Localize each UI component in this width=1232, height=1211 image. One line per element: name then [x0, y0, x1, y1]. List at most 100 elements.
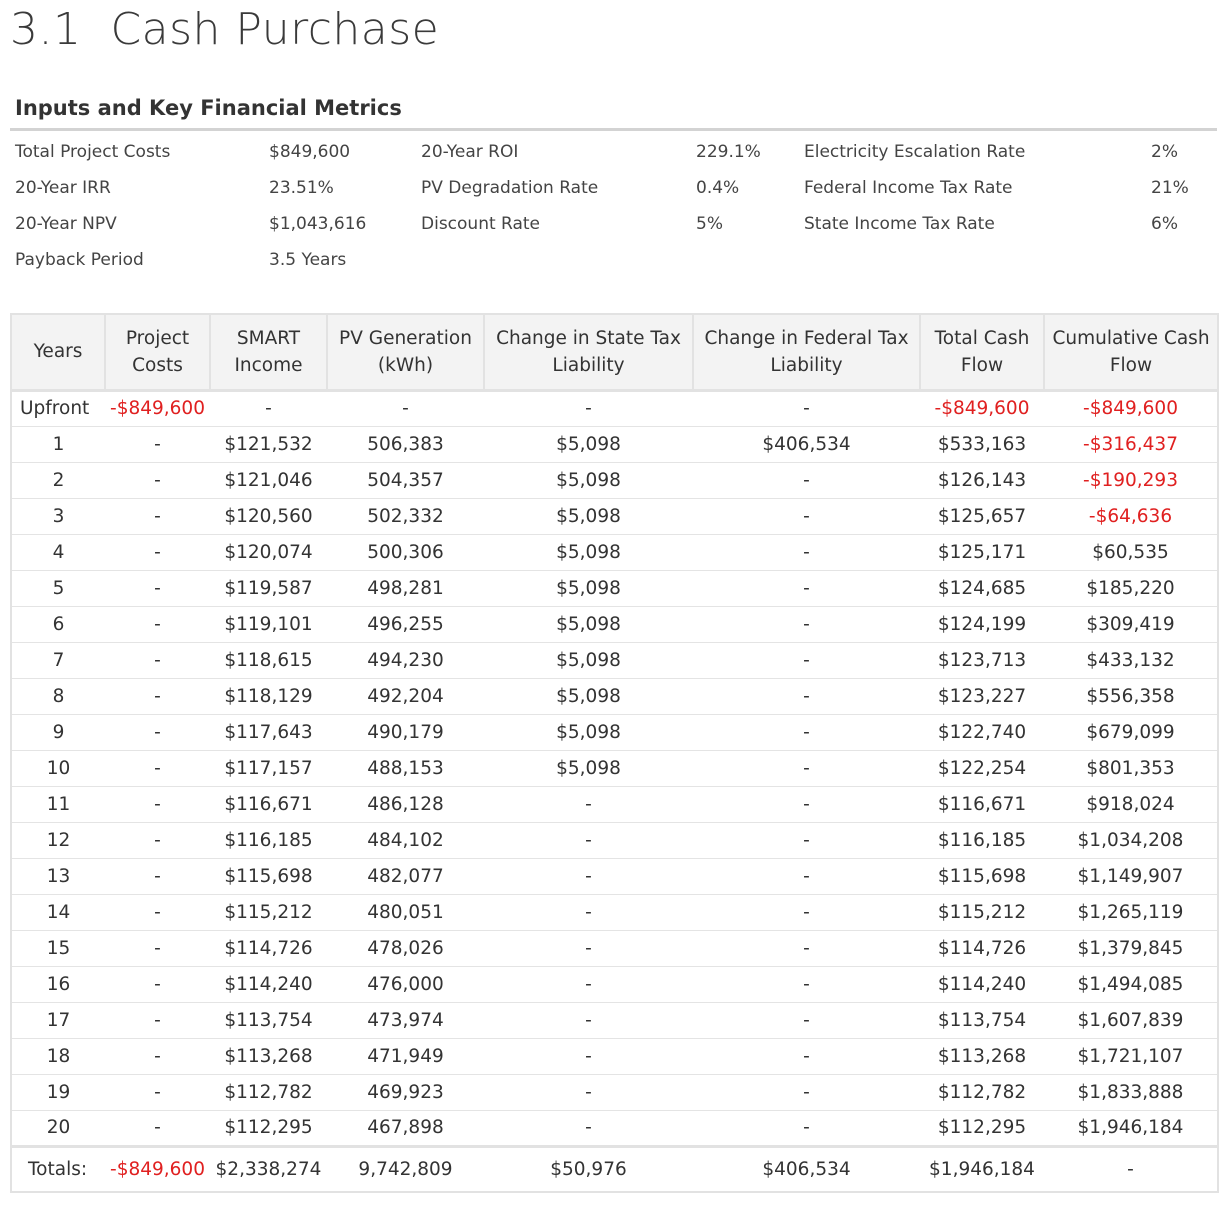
year-cell: 11 — [11, 786, 105, 823]
federal-tax-cell: - — [693, 534, 920, 571]
metric-label: 20-Year IRR — [15, 178, 111, 198]
project-costs-cell: - — [105, 822, 210, 859]
year-cell: 13 — [11, 858, 105, 895]
total-cash-flow-cell: $112,782 — [920, 1074, 1044, 1111]
smart-income-cell: $121,046 — [210, 462, 327, 499]
federal-tax-cell: - — [693, 786, 920, 823]
smart-income-cell: $115,212 — [210, 894, 327, 931]
total-cash-flow-cell: $122,254 — [920, 750, 1044, 787]
state-tax-cell: - — [484, 1038, 693, 1075]
table-row: 7- $118,615 494,230 $5,098- $123,713 $433,132 — [11, 642, 1218, 679]
federal-tax-cell: - — [693, 678, 920, 715]
project-costs-cell: - — [105, 714, 210, 751]
cumulative-cash-flow-cell: $918,024 — [1044, 786, 1218, 823]
table-row: 4- $120,074 500,306 $5,098- $125,171 $60,535 — [11, 534, 1218, 571]
federal-tax-cell: - — [693, 462, 920, 499]
total-cash-flow-cell: $114,726 — [920, 930, 1044, 967]
state-tax-cell: $5,098 — [484, 714, 693, 751]
header-cumulative-cash-flow: Cumulative Cash Flow — [1044, 314, 1218, 392]
totals-cell: $406,534 — [762, 1158, 851, 1180]
metric-label: Electricity Escalation Rate — [804, 142, 1026, 162]
cumulative-cash-flow-cell: -$190,293 — [1044, 462, 1218, 499]
project-costs-cell: - — [105, 750, 210, 787]
metric-label: Total Project Costs — [15, 142, 171, 162]
project-costs-cell: - — [105, 462, 210, 499]
smart-income-cell: $119,101 — [210, 606, 327, 643]
pv-generation-cell: 473,974 — [327, 1002, 484, 1039]
project-costs-cell: - — [105, 606, 210, 643]
table-row: 10- $117,157 488,153 $5,098- $122,254 $801,35… — [11, 750, 1218, 787]
cumulative-cash-flow-cell: $679,099 — [1044, 714, 1218, 751]
project-costs-cell: - — [105, 678, 210, 715]
state-tax-cell: - — [484, 1002, 693, 1039]
pv-generation-cell: 476,000 — [327, 966, 484, 1003]
totals-cell: -$849,600 — [110, 1158, 205, 1180]
cumulative-cash-flow-cell: $1,149,907 — [1044, 858, 1218, 895]
metric-label: Federal Income Tax Rate — [804, 178, 1013, 198]
cumulative-cash-flow-cell: $1,034,208 — [1044, 822, 1218, 859]
federal-tax-cell: - — [693, 606, 920, 643]
state-tax-cell: - — [484, 894, 693, 931]
metric-value: 5% — [696, 214, 723, 234]
year-cell: Upfront — [11, 390, 105, 427]
pv-generation-cell: - — [327, 390, 484, 427]
cumulative-cash-flow-cell: $1,494,085 — [1044, 966, 1218, 1003]
state-tax-cell: $5,098 — [484, 462, 693, 499]
project-costs-cell: - — [105, 1110, 210, 1148]
cumulative-cash-flow-cell: $185,220 — [1044, 570, 1218, 607]
project-costs-cell: - — [105, 1002, 210, 1039]
total-cash-flow-cell: $533,163 — [920, 426, 1044, 463]
year-cell: 12 — [11, 822, 105, 859]
cumulative-cash-flow-cell: $433,132 — [1044, 642, 1218, 679]
federal-tax-cell: $406,534 — [693, 426, 920, 463]
table-row: 2- $121,046 504,357 $5,098- $126,143 -$190,29… — [11, 462, 1218, 499]
cumulative-cash-flow-cell: $1,607,839 — [1044, 1002, 1218, 1039]
pv-generation-cell: 500,306 — [327, 534, 484, 571]
header-total-cash-flow: Total Cash Flow — [920, 314, 1045, 392]
state-tax-cell: $5,098 — [484, 750, 693, 787]
cumulative-cash-flow-cell: $1,833,888 — [1044, 1074, 1218, 1111]
page-title: 3.1 Cash Purchase — [10, 4, 440, 55]
federal-tax-cell: - — [693, 894, 920, 931]
metric-label: PV Degradation Rate — [421, 178, 599, 198]
year-cell: 9 — [11, 714, 105, 751]
state-tax-cell: - — [484, 858, 693, 895]
table-row: 13- $115,698 482,077- - $115,698 $1,149,907 — [11, 858, 1218, 895]
total-cash-flow-cell: $112,295 — [920, 1110, 1044, 1148]
total-cash-flow-cell: $124,685 — [920, 570, 1044, 607]
year-cell: 3 — [11, 498, 105, 535]
totals-row: Totals: -$849,600 $2,338,274 9,742,809 $50,9… — [11, 1146, 1218, 1192]
year-cell: 2 — [11, 462, 105, 499]
table-row: 6- $119,101 496,255 $5,098- $124,199 $309,419 — [11, 606, 1218, 643]
pv-generation-cell: 498,281 — [327, 570, 484, 607]
cumulative-cash-flow-cell: $1,721,107 — [1044, 1038, 1218, 1075]
smart-income-cell: $119,587 — [210, 570, 327, 607]
cumulative-cash-flow-cell: -$316,437 — [1044, 426, 1218, 463]
pv-generation-cell: 490,179 — [327, 714, 484, 751]
smart-income-cell: $113,268 — [210, 1038, 327, 1075]
federal-tax-cell: - — [693, 822, 920, 859]
smart-income-cell: $114,240 — [210, 966, 327, 1003]
metric-label: Discount Rate — [421, 214, 541, 234]
project-costs-cell: - — [105, 930, 210, 967]
state-tax-cell: $5,098 — [484, 426, 693, 463]
year-cell: 20 — [11, 1110, 105, 1148]
cash-flow-table: Years Project Costs SMART Income PV Gene… — [10, 313, 1219, 1193]
totals-cell: - — [1127, 1158, 1134, 1180]
pv-generation-cell: 467,898 — [327, 1110, 484, 1148]
state-tax-cell: $5,098 — [484, 678, 693, 715]
pv-generation-cell: 496,255 — [327, 606, 484, 643]
federal-tax-cell: - — [693, 714, 920, 751]
table-row: Upfront -$849,600- - - - -$849,600 -$849,600 — [11, 390, 1218, 427]
federal-tax-cell: - — [693, 966, 920, 1003]
metric-value: 229.1% — [696, 142, 761, 162]
project-costs-cell: - — [105, 426, 210, 463]
totals-cell: $50,976 — [550, 1158, 627, 1180]
total-cash-flow-cell: $114,240 — [920, 966, 1044, 1003]
pv-generation-cell: 488,153 — [327, 750, 484, 787]
smart-income-cell: $112,782 — [210, 1074, 327, 1111]
section-heading: Inputs and Key Financial Metrics — [15, 96, 402, 120]
state-tax-cell: - — [484, 1074, 693, 1111]
total-cash-flow-cell: $125,171 — [920, 534, 1044, 571]
table-header-row: Years Project Costs SMART Income PV Gene… — [11, 314, 1218, 392]
